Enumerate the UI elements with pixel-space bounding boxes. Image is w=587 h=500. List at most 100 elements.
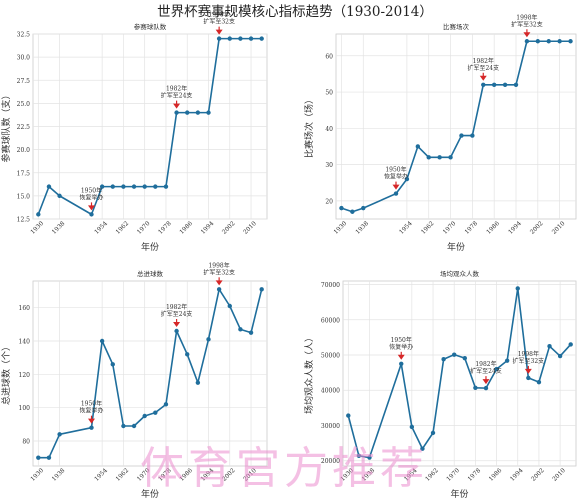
annotation-label: 1982年 bbox=[473, 57, 494, 65]
data-point bbox=[153, 410, 158, 415]
annotation-label: 扩军至32支 bbox=[513, 357, 545, 365]
data-point bbox=[174, 328, 179, 334]
data-point bbox=[99, 184, 105, 189]
annotation-label: 1950年 bbox=[81, 186, 102, 194]
chart-panel-2: 20 30 40 50 60 1930 1938 1954 1962 1970 1978 1986 19… bbox=[303, 13, 577, 253]
y-tick-label: 25.0 bbox=[17, 101, 31, 108]
x-tick-label: 1962 bbox=[114, 220, 130, 236]
data-point bbox=[206, 110, 211, 115]
annotation-arrow-head bbox=[524, 368, 532, 374]
x-tick-label: 1954 bbox=[93, 467, 109, 483]
data-point bbox=[536, 379, 542, 385]
annotation-arrow-head bbox=[479, 75, 487, 81]
data-point bbox=[206, 337, 211, 342]
data-point bbox=[99, 338, 105, 344]
x-axis-label: 年份 bbox=[141, 488, 159, 500]
data-point bbox=[491, 82, 497, 87]
y-tick-label: 12.5 bbox=[17, 217, 31, 224]
data-point bbox=[46, 184, 52, 189]
x-tick-label: 1994 bbox=[507, 220, 523, 236]
y-tick-label: 30 bbox=[325, 162, 333, 169]
annotation-label: 扩军至24支 bbox=[161, 92, 193, 100]
data-point bbox=[459, 133, 464, 138]
data-point bbox=[481, 82, 486, 87]
y-tick-label: 15.0 bbox=[17, 193, 31, 200]
x-tick-label: 1994 bbox=[200, 220, 216, 236]
data-point bbox=[248, 330, 254, 335]
y-tick-label: 40000 bbox=[321, 388, 340, 395]
chart-title: 总进球数 bbox=[137, 269, 164, 278]
x-tick-label: 1954 bbox=[398, 220, 414, 236]
y-tick-label: 80 bbox=[22, 439, 30, 446]
data-point bbox=[142, 413, 147, 419]
data-point bbox=[163, 184, 169, 189]
data-point bbox=[163, 402, 169, 407]
chart-title: 参赛球队数 bbox=[134, 22, 167, 31]
y-tick-label: 100 bbox=[19, 405, 31, 412]
data-point bbox=[339, 205, 344, 211]
annotation-label: 1998年 bbox=[516, 13, 537, 21]
x-tick-label: 1986 bbox=[178, 220, 194, 236]
x-tick-label: 2002 bbox=[221, 220, 237, 236]
data-point bbox=[470, 133, 475, 138]
annotation-label: 扩军至24支 bbox=[470, 367, 502, 375]
x-tick-label: 2010 bbox=[551, 220, 567, 236]
y-tick-label: 27.5 bbox=[17, 78, 31, 85]
data-point bbox=[441, 357, 446, 362]
data-point bbox=[346, 413, 351, 418]
chart-title: 场均观众人数 bbox=[440, 269, 480, 278]
plot-area bbox=[335, 33, 577, 220]
data-point bbox=[195, 110, 201, 115]
data-point bbox=[185, 352, 190, 357]
data-point bbox=[57, 432, 62, 437]
x-tick-label: 1986 bbox=[485, 220, 501, 236]
data-point bbox=[502, 82, 508, 87]
y-tick-label: 32.5 bbox=[17, 32, 31, 39]
data-point bbox=[513, 82, 519, 87]
annotation-arrow-head bbox=[173, 322, 181, 327]
annotation-arrow-head bbox=[215, 29, 223, 35]
y-tick-label: 50 bbox=[325, 90, 333, 97]
data-point bbox=[259, 287, 264, 292]
data-point bbox=[367, 455, 372, 460]
data-point bbox=[131, 423, 137, 429]
data-point bbox=[227, 303, 232, 309]
annotation-label: 1998年 bbox=[518, 350, 539, 358]
y-tick-label: 60 bbox=[325, 53, 333, 60]
annotation-label: 扩军至32支 bbox=[203, 268, 235, 276]
x-tick-label: 1978 bbox=[463, 220, 479, 236]
data-point bbox=[110, 362, 115, 367]
annotation-label: 扩军至24支 bbox=[161, 310, 193, 318]
x-axis-label: 年份 bbox=[447, 241, 465, 253]
y-tick-label: 60000 bbox=[321, 317, 340, 324]
y-tick-label: 20 bbox=[325, 198, 333, 205]
y-axis-label: 比赛场次（场） bbox=[303, 95, 315, 158]
y-tick-label: 160 bbox=[19, 305, 31, 312]
annotation-label: 恢复举办 bbox=[384, 173, 408, 181]
annotation-label: 扩军至32支 bbox=[203, 18, 235, 26]
data-point bbox=[415, 144, 421, 149]
data-point bbox=[494, 366, 499, 372]
annotation-label: 1950年 bbox=[385, 166, 406, 174]
x-tick-label: 2010 bbox=[242, 220, 258, 236]
data-point bbox=[142, 184, 147, 189]
y-tick-label: 40 bbox=[325, 126, 333, 133]
y-axis-label: 场均观众人数（人） bbox=[303, 333, 315, 414]
data-point bbox=[404, 176, 410, 182]
data-point bbox=[448, 155, 453, 160]
data-point bbox=[216, 287, 222, 292]
x-tick-label: 1962 bbox=[114, 467, 130, 483]
y-tick-label: 20000 bbox=[321, 458, 340, 465]
x-tick-label: 1978 bbox=[157, 220, 173, 236]
annotation-label: 恢复举办 bbox=[79, 193, 103, 201]
data-point bbox=[399, 361, 404, 367]
annotation-arrow-head bbox=[523, 32, 531, 38]
data-point bbox=[426, 155, 431, 160]
data-point bbox=[195, 380, 201, 385]
data-point bbox=[131, 184, 137, 189]
y-axis-label: 参赛球队数（支） bbox=[0, 90, 12, 162]
watermark-text: 体育官方推荐 bbox=[140, 443, 428, 494]
data-point bbox=[361, 205, 366, 211]
data-point bbox=[547, 343, 552, 349]
